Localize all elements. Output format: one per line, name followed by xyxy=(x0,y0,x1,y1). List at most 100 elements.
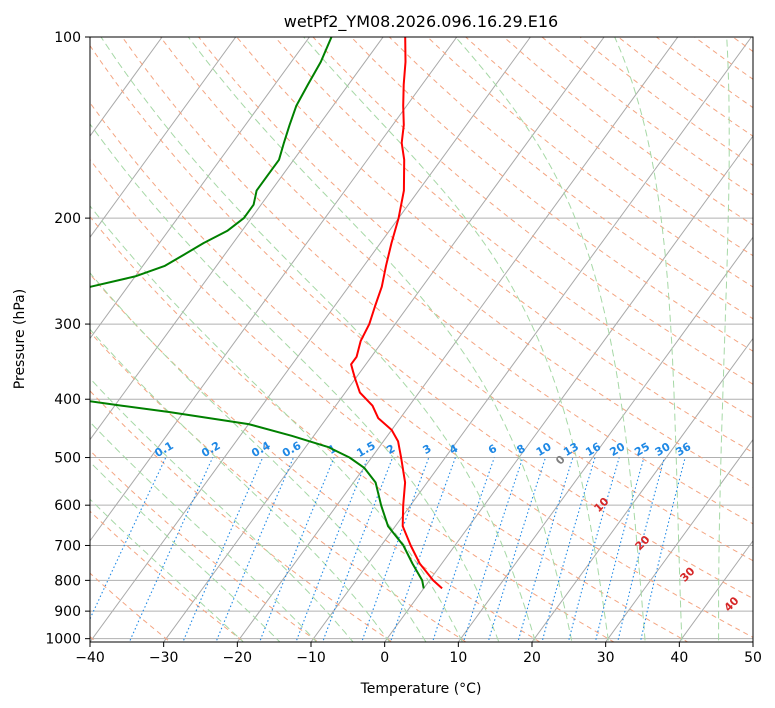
mixing-ratio-label: 2 xyxy=(384,442,397,457)
dry-adiabat-line xyxy=(312,37,753,385)
isotherm-line xyxy=(90,37,458,542)
x-tick-label: 30 xyxy=(597,650,615,666)
x-tick-label: −10 xyxy=(296,650,326,666)
moist-adiabat-line xyxy=(90,205,463,642)
mixing-ratio-label: 16 xyxy=(583,440,603,459)
x-tick-label: −20 xyxy=(223,650,253,666)
mixing-ratio-line xyxy=(594,457,645,642)
mixing-ratio-line xyxy=(639,457,686,642)
isotherm-line xyxy=(605,438,753,642)
mixing-ratio-label: 4 xyxy=(447,442,460,457)
mixing-ratio-line xyxy=(322,457,394,642)
moist-adiabat-line xyxy=(614,37,683,642)
moist-adiabat-line xyxy=(455,37,646,642)
plot-frame xyxy=(89,36,754,643)
x-tick-label: −40 xyxy=(75,650,105,666)
x-tick-label: 50 xyxy=(744,650,762,666)
x-tick-label: 0 xyxy=(380,650,389,666)
isotherm-line xyxy=(163,37,605,642)
mixing-ratio-label: 0.2 xyxy=(199,439,222,460)
moist-adiabat-line xyxy=(100,37,536,642)
y-tick-label: 100 xyxy=(54,30,81,46)
moist-adiabat-line xyxy=(187,37,573,642)
x-tick-label: 10 xyxy=(449,650,467,666)
y-tick-label: 200 xyxy=(54,211,81,227)
x-tick-label: −30 xyxy=(149,650,179,666)
dry-adiabat-line xyxy=(503,37,753,226)
mixing-ratio-label: 1.5 xyxy=(354,439,377,460)
mixing-ratio-line xyxy=(215,457,295,642)
isotherm-line xyxy=(90,37,237,239)
y-tick-label: 700 xyxy=(54,538,81,554)
isotherm-line xyxy=(90,37,531,642)
dry-adiabat-line xyxy=(656,37,753,109)
y-tick-label: 1000 xyxy=(45,632,81,648)
mixing-ratio-line xyxy=(90,457,167,621)
mixing-ratio-label: 13 xyxy=(561,440,581,459)
dry-adiabat-line xyxy=(90,390,393,642)
dry-adiabat-line xyxy=(771,37,775,651)
isotherm-line xyxy=(531,337,753,642)
mixing-ratio-line xyxy=(617,457,665,642)
isotherm-line xyxy=(678,539,753,642)
y-tick-label: 800 xyxy=(54,573,81,589)
mixing-ratio-line xyxy=(389,457,456,642)
isotherm-line xyxy=(90,37,384,441)
x-axis-label: Temperature (°C) xyxy=(360,681,482,697)
mixing-ratio-line xyxy=(361,457,430,642)
mixing-ratio-label: 30 xyxy=(653,440,673,459)
dry-adiabat-line xyxy=(694,37,753,80)
moist-adiabat-line xyxy=(90,328,391,642)
isotherm-line xyxy=(236,37,679,642)
dry-adiabat-line xyxy=(90,449,319,642)
dry-adiabat-line xyxy=(90,273,541,642)
x-tick-label: 20 xyxy=(523,650,541,666)
moist-adiabat-line xyxy=(718,37,730,642)
dry-adiabat-line xyxy=(90,331,467,642)
isotherm-line xyxy=(384,135,753,642)
y-axis: 100 200 300 400 500 600 700 800 900 1000 xyxy=(45,30,90,648)
y-tick-label: 600 xyxy=(54,498,81,514)
mixing-ratio-line xyxy=(295,457,369,642)
mixing-ratio-line xyxy=(517,457,574,642)
chart-title: wetPf2_YM08.2026.096.16.29.E16 xyxy=(284,12,558,32)
moist-adiabat-line xyxy=(90,461,281,642)
dry-adiabat-line xyxy=(198,37,753,489)
plot-area: 0.10.20.40.611.52346810131620253036-100-… xyxy=(56,37,775,651)
dry-adiabat-line xyxy=(90,44,753,600)
moist-adiabat-label: 10 xyxy=(592,495,612,515)
y-tick-label: 400 xyxy=(54,392,81,408)
mixing-ratio-label: 25 xyxy=(632,440,652,459)
mixing-ratio-line xyxy=(487,457,547,642)
dry-adiabat-line xyxy=(90,158,689,642)
mixing-ratio-label: 0.1 xyxy=(152,439,175,460)
mixing-ratio-line xyxy=(567,457,620,642)
dry-adiabat-line xyxy=(160,37,753,525)
moist-adiabat-label: 30 xyxy=(678,564,698,584)
dry-adiabat-line xyxy=(121,37,753,562)
dry-adiabat-line xyxy=(90,215,615,642)
isotherm-line xyxy=(90,37,310,340)
dry-adiabat-line xyxy=(90,101,753,638)
mixing-ratio-line xyxy=(462,457,524,642)
y-tick-label: 900 xyxy=(54,604,81,620)
dry-adiabat-line xyxy=(90,572,172,642)
moist-adiabat-label: 20 xyxy=(633,533,653,553)
mixing-ratio-line xyxy=(128,457,214,642)
mixing-ratio-label: 0.6 xyxy=(280,439,304,460)
temperature-profile-line xyxy=(350,37,443,590)
dry-adiabat-line xyxy=(388,37,753,320)
mixing-ratio-label: 20 xyxy=(608,440,628,459)
mixing-ratio-line xyxy=(431,457,495,642)
dewpoint-profile-line xyxy=(90,37,425,589)
x-tick-label: 40 xyxy=(670,650,688,666)
moist-adiabat-line xyxy=(90,123,500,642)
isotherm-line xyxy=(457,236,753,642)
dry-adiabat-label: -10 xyxy=(56,416,79,440)
dry-adiabat-line xyxy=(617,37,753,137)
mixing-ratio-label: 6 xyxy=(486,442,499,457)
moist-adiabat-line xyxy=(90,272,427,642)
mixing-ratio-label: 10 xyxy=(534,440,554,459)
dry-adiabat-line xyxy=(236,37,753,454)
